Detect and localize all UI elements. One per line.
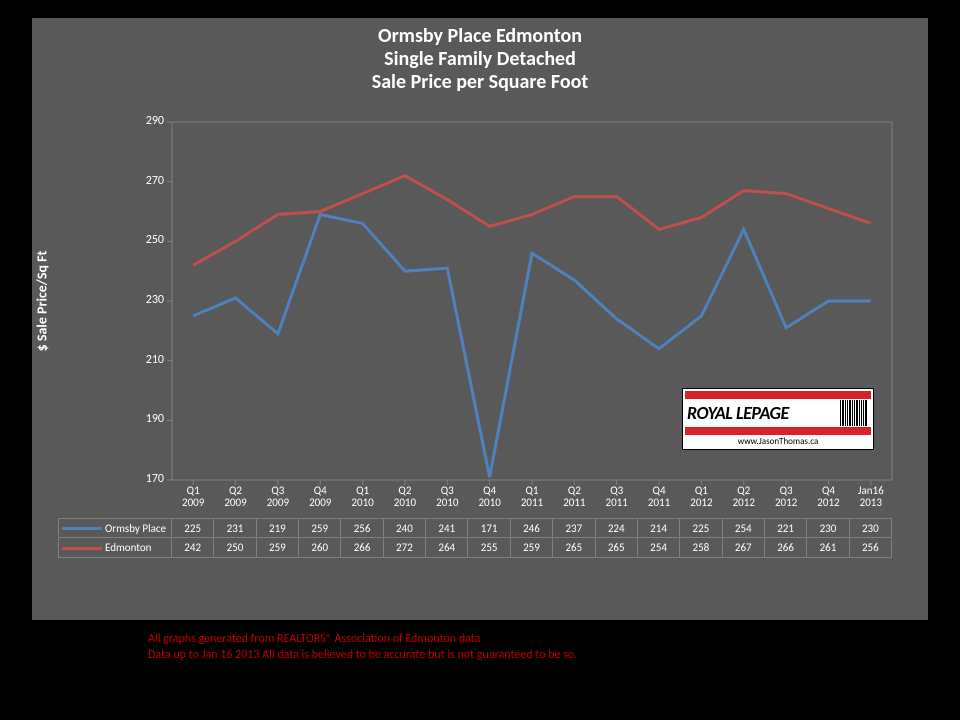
data-cell: 265 [553, 538, 595, 558]
data-cell: 267 [723, 538, 765, 558]
data-cell: 256 [850, 538, 892, 558]
chart-title: Ormsby Place Edmonton Single Family Deta… [32, 25, 928, 94]
data-cell: 225 [172, 518, 214, 538]
data-cell: 231 [214, 518, 256, 538]
y-tick-label: 290 [134, 114, 164, 128]
logo-text: ROYAL LEPAGE [685, 402, 789, 424]
x-tick-label: Q42010 [468, 485, 510, 509]
y-axis-label: $ Sale Price/Sq Ft [34, 251, 51, 352]
x-tick-label: Q22012 [723, 485, 765, 509]
royal-lepage-logo: ROYAL LEPAGE www.JasonThomas.ca [682, 388, 874, 450]
title-line-1: Ormsby Place Edmonton [32, 25, 928, 48]
x-tick-label: Q32009 [257, 485, 299, 509]
data-cell: 224 [596, 518, 638, 538]
data-cell: 230 [807, 518, 849, 538]
y-tick-label: 230 [134, 293, 164, 307]
data-cell: 261 [807, 538, 849, 558]
series-name: Ormsby Place [58, 518, 172, 538]
x-tick-label: Q32012 [765, 485, 807, 509]
data-cell: 241 [426, 518, 468, 538]
data-cell: 240 [384, 518, 426, 538]
x-tick-label: Q42012 [807, 485, 849, 509]
y-tick-label: 190 [134, 412, 164, 426]
data-cell: 246 [511, 518, 553, 538]
x-tick-label: Q22010 [384, 485, 426, 509]
data-cell: 256 [341, 518, 383, 538]
logo-barcode-icon [840, 400, 867, 426]
data-cell: 171 [468, 518, 510, 538]
data-cell: 266 [765, 538, 807, 558]
x-tick-label: Q32010 [426, 485, 468, 509]
y-tick-label: 270 [134, 174, 164, 188]
title-line-2: Single Family Detached [32, 48, 928, 71]
y-tick-label: 170 [134, 472, 164, 486]
y-tick-label: 210 [134, 353, 164, 367]
logo-top-bar [685, 391, 871, 399]
data-cell: 266 [341, 538, 383, 558]
x-tick-label: Q22009 [214, 485, 256, 509]
footnote-line-2: Data up to Jan 16 2013 All data is belie… [148, 648, 577, 664]
data-cell: 250 [214, 538, 256, 558]
x-tick-label: Q12012 [680, 485, 722, 509]
logo-url: www.JasonThomas.ca [685, 436, 871, 447]
data-cell: 225 [680, 518, 722, 538]
title-line-3: Sale Price per Square Foot [32, 71, 928, 94]
data-cell: 259 [299, 518, 341, 538]
x-tick-label: Q42009 [299, 485, 341, 509]
data-cell: 254 [638, 538, 680, 558]
data-cell: 259 [511, 538, 553, 558]
footnote: All graphs generated from REALTORS® Asso… [148, 632, 577, 663]
data-cell: 237 [553, 518, 595, 538]
x-tick-label: Q42011 [638, 485, 680, 509]
x-tick-label: Q12011 [511, 485, 553, 509]
data-cell: 265 [596, 538, 638, 558]
data-cell: 260 [299, 538, 341, 558]
data-cell: 214 [638, 518, 680, 538]
x-tick-label: Q12009 [172, 485, 214, 509]
y-tick-label: 250 [134, 233, 164, 247]
data-cell: 272 [384, 538, 426, 558]
footnote-line-1: All graphs generated from REALTORS® Asso… [148, 632, 577, 648]
x-tick-label: Q22011 [553, 485, 595, 509]
x-tick-label: Jan162013 [850, 485, 892, 509]
data-cell: 221 [765, 518, 807, 538]
data-cell: 219 [257, 518, 299, 538]
data-cell: 254 [723, 518, 765, 538]
x-tick-label: Q12010 [341, 485, 383, 509]
data-cell: 264 [426, 538, 468, 558]
x-tick-label: Q32011 [596, 485, 638, 509]
data-cell: 255 [468, 538, 510, 558]
data-cell: 259 [257, 538, 299, 558]
logo-bottom-bar [685, 427, 871, 435]
data-cell: 242 [172, 538, 214, 558]
data-cell: 258 [680, 538, 722, 558]
series-name: Edmonton [58, 538, 172, 558]
data-cell: 230 [850, 518, 892, 538]
